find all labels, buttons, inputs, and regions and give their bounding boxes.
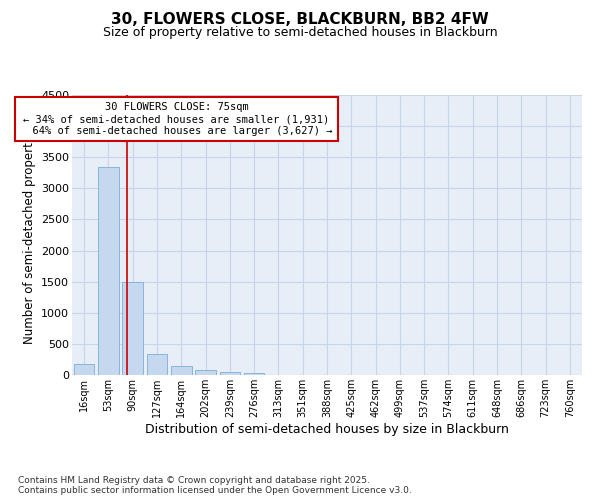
- Bar: [220, 372, 240, 375]
- Bar: [98, 166, 119, 375]
- Text: 30, FLOWERS CLOSE, BLACKBURN, BB2 4FW: 30, FLOWERS CLOSE, BLACKBURN, BB2 4FW: [111, 12, 489, 28]
- Bar: [122, 282, 143, 375]
- Text: 30 FLOWERS CLOSE: 75sqm
← 34% of semi-detached houses are smaller (1,931)
  64% : 30 FLOWERS CLOSE: 75sqm ← 34% of semi-de…: [20, 102, 332, 136]
- Bar: [244, 374, 265, 375]
- Bar: [146, 354, 167, 375]
- Y-axis label: Number of semi-detached properties: Number of semi-detached properties: [23, 126, 35, 344]
- Bar: [74, 364, 94, 375]
- Text: Contains HM Land Registry data © Crown copyright and database right 2025.
Contai: Contains HM Land Registry data © Crown c…: [18, 476, 412, 495]
- Text: Size of property relative to semi-detached houses in Blackburn: Size of property relative to semi-detach…: [103, 26, 497, 39]
- X-axis label: Distribution of semi-detached houses by size in Blackburn: Distribution of semi-detached houses by …: [145, 422, 509, 436]
- Bar: [195, 370, 216, 375]
- Bar: [171, 366, 191, 375]
